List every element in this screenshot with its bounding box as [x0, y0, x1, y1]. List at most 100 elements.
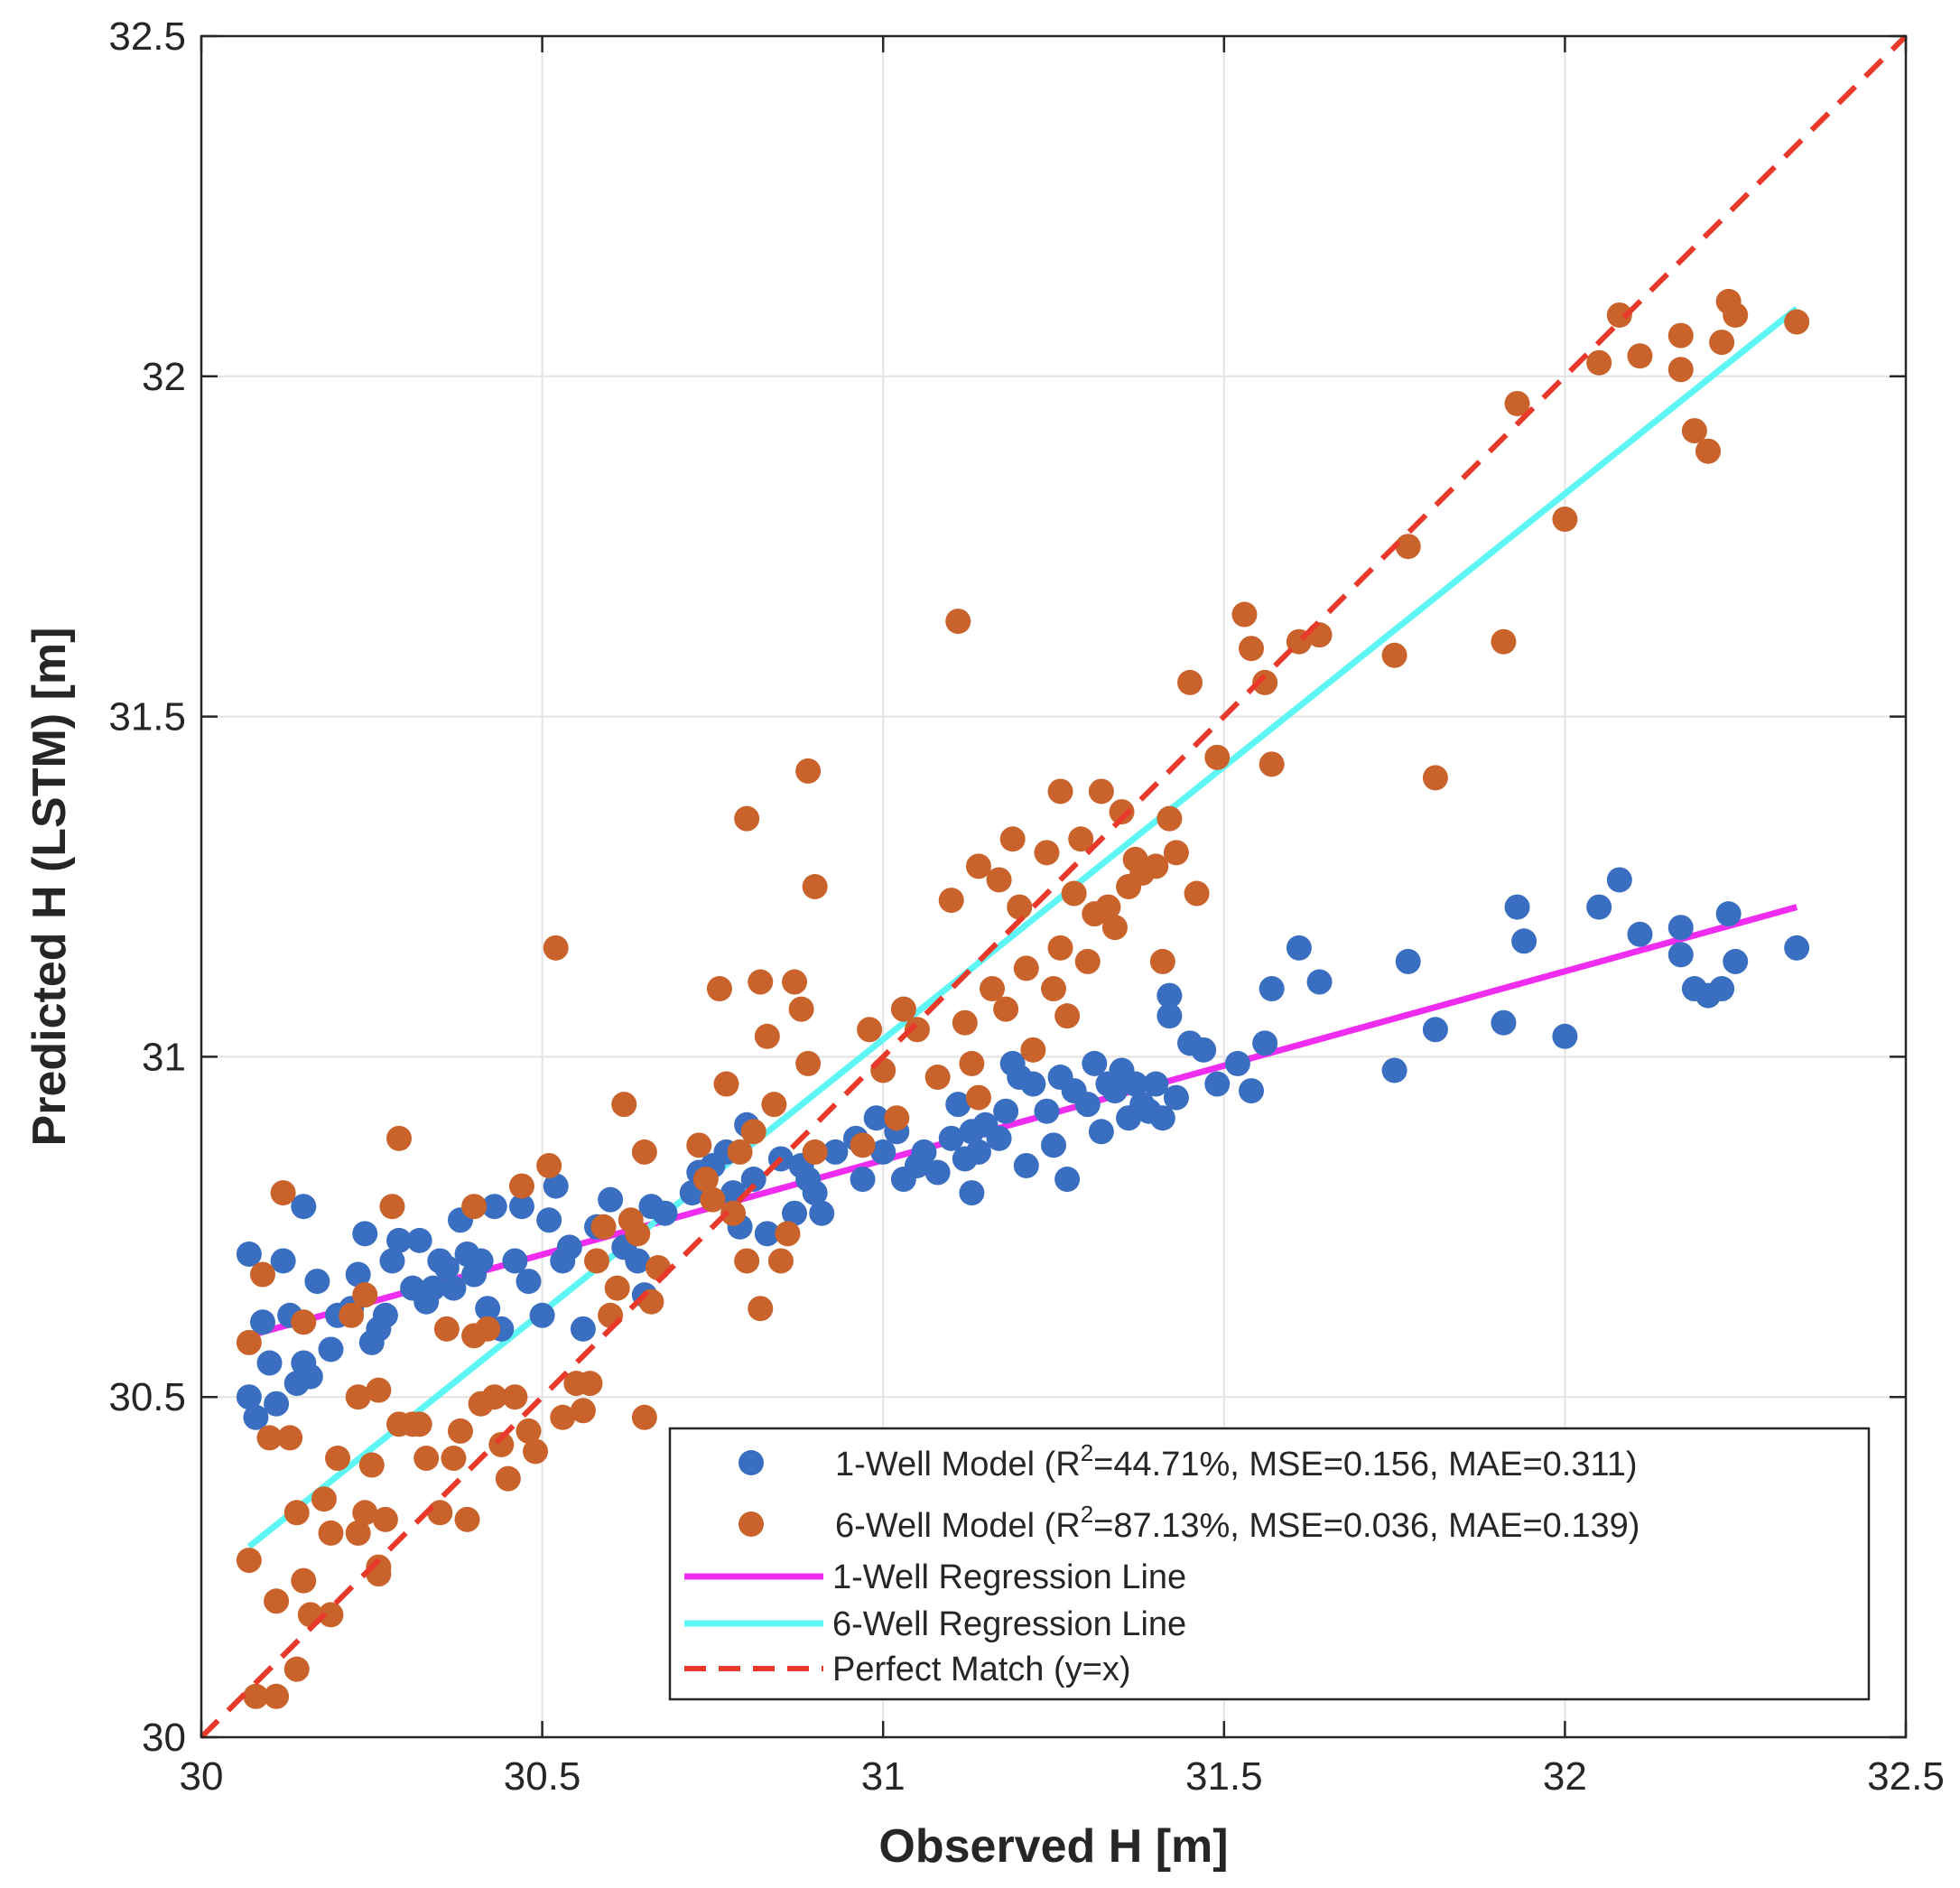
one-well-point: [1667, 942, 1694, 968]
six-well-point: [283, 1500, 310, 1526]
x-tick-label: 31: [861, 1754, 906, 1799]
six-well-point: [1784, 309, 1810, 335]
six-well-point: [993, 996, 1019, 1022]
one-well-point: [1306, 969, 1333, 995]
six-well-point: [345, 1384, 371, 1410]
six-well-point: [1041, 976, 1066, 1002]
six-well-point: [516, 1418, 542, 1444]
six-well-point: [890, 996, 916, 1022]
one-well-point: [1709, 976, 1735, 1002]
one-well-point: [809, 1200, 835, 1226]
legend-label-perfect-match: Perfect Match (y=x): [832, 1651, 1130, 1688]
y-tick-labels: 30 30.5 31 31.5 32 32.5: [108, 14, 186, 1760]
one-well-point: [822, 1139, 849, 1165]
legend-six-well-suffix: =87.13%, MSE=0.036, MAE=0.139): [1093, 1507, 1640, 1545]
six-well-point: [325, 1446, 351, 1472]
six-well-point: [938, 888, 964, 914]
six-well-point: [775, 1221, 801, 1247]
legend-box: [668, 1427, 1871, 1701]
legend-marker-one-well: [738, 1450, 764, 1475]
one-well-point: [1156, 1003, 1183, 1029]
legend-label-six-well: 6-Well Model (R2=87.13%, MSE=0.036, MAE=…: [835, 1501, 1640, 1545]
six-well-point: [352, 1500, 378, 1526]
six-well-point: [1156, 805, 1183, 832]
one-well-point: [924, 1159, 951, 1186]
six-well-point: [1586, 349, 1612, 376]
one-well-point: [1122, 1071, 1148, 1097]
one-well-point: [529, 1302, 555, 1328]
six-well-point: [352, 1282, 378, 1308]
one-well-point: [1395, 948, 1421, 974]
six-well-point: [1504, 390, 1530, 416]
legend-one-well-suffix: =44.71%, MSE=0.156, MAE=0.311): [1093, 1446, 1637, 1483]
one-well-point: [740, 1167, 766, 1193]
plot-area-frame: [200, 34, 1908, 1739]
one-well-point: [1715, 901, 1742, 927]
one-well-point: [304, 1269, 330, 1295]
one-well-point: [256, 1350, 283, 1376]
six-well-point: [413, 1446, 440, 1472]
six-well-point: [740, 1119, 766, 1145]
x-axis-title: Observed H [m]: [878, 1820, 1228, 1873]
one-well-point: [1784, 935, 1810, 961]
one-well-point: [236, 1384, 262, 1410]
six-well-point: [1695, 438, 1721, 464]
six-well-point: [965, 853, 991, 879]
six-well-point: [1723, 302, 1749, 328]
one-well-point: [1074, 1092, 1101, 1118]
y-tick-label: 32.5: [108, 14, 186, 59]
six-well-point: [959, 1050, 985, 1076]
six-well-point: [495, 1465, 521, 1492]
y-tick-label: 30.5: [108, 1375, 186, 1419]
legend-six-well-prefix: 6-Well Model (R: [835, 1507, 1081, 1545]
six-well-point: [795, 1050, 822, 1076]
one-well-point: [372, 1302, 398, 1328]
six-well-point: [631, 1139, 657, 1165]
six-well-point: [1007, 894, 1033, 920]
six-well-point: [788, 996, 814, 1022]
six-well-point: [884, 1105, 910, 1131]
one-well-point: [993, 1098, 1019, 1124]
x-tick-label: 30.5: [504, 1754, 581, 1799]
one-well-point: [345, 1261, 371, 1288]
six-well-point: [761, 1092, 787, 1118]
six-well-point: [802, 874, 828, 899]
six-well-point: [734, 805, 760, 832]
six-well-point: [857, 1017, 883, 1043]
one-well-point: [1163, 1084, 1189, 1111]
six-well-point: [277, 1425, 303, 1451]
one-well-point: [386, 1227, 413, 1253]
six-well-point: [475, 1316, 501, 1342]
six-well-point: [986, 867, 1012, 893]
six-well-point: [318, 1602, 344, 1628]
one-well-point: [481, 1194, 507, 1220]
six-well-point: [795, 758, 822, 784]
six-well-point: [1054, 1003, 1081, 1029]
one-well-point: [870, 1139, 896, 1165]
six-well-point: [604, 1275, 630, 1301]
one-well-point: [570, 1316, 596, 1342]
six-well-point: [1013, 955, 1039, 981]
one-well-point: [1239, 1078, 1265, 1104]
legend-label-one-well: 1-Well Model (R2=44.71%, MSE=0.156, MAE=…: [835, 1439, 1638, 1483]
one-well-point: [1204, 1071, 1231, 1097]
one-well-point: [1627, 921, 1653, 947]
six-well-point: [1231, 601, 1258, 628]
six-well-point: [850, 1132, 876, 1158]
six-well-point: [1101, 915, 1128, 941]
six-well-point: [1184, 880, 1210, 907]
one-well-point: [1013, 1152, 1039, 1178]
six-well-point: [1047, 935, 1073, 961]
six-well-points: [236, 288, 1810, 1709]
six-well-point: [1709, 330, 1735, 356]
six-well-point: [358, 1452, 385, 1478]
one-well-point: [1511, 928, 1537, 954]
one-well-point: [1156, 982, 1183, 1009]
six-well-point: [625, 1221, 651, 1247]
six-well-point: [270, 1180, 296, 1206]
six-well-point: [339, 1302, 365, 1328]
one-well-point: [318, 1336, 344, 1363]
six-well-point: [1020, 1037, 1046, 1063]
one-well-point: [270, 1248, 296, 1274]
one-well-point: [1586, 894, 1612, 920]
